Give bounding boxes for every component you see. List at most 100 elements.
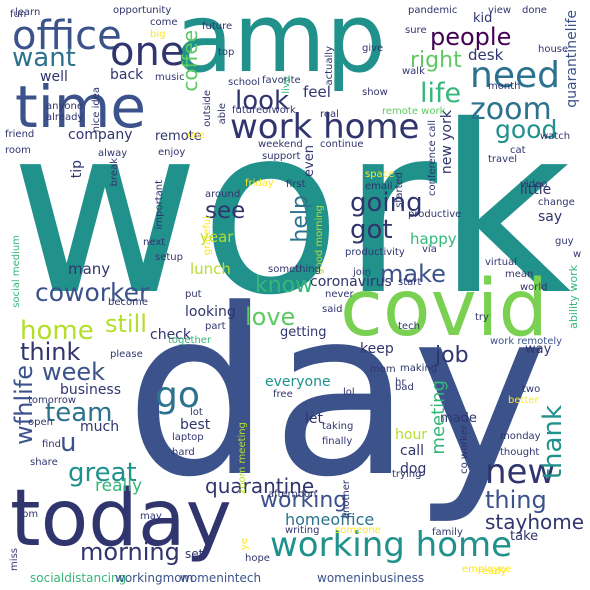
- cloud-word: even: [302, 145, 317, 177]
- cloud-word: let: [305, 411, 323, 427]
- cloud-word: job: [435, 343, 469, 368]
- cloud-word: show: [362, 87, 388, 98]
- cloud-word: friday: [245, 178, 274, 189]
- cloud-word: quarantinelife: [564, 10, 580, 108]
- cloud-word: family: [432, 527, 463, 538]
- cloud-word: done: [522, 5, 547, 16]
- cloud-word: ability work: [567, 265, 580, 329]
- cloud-word: productivity: [345, 247, 405, 258]
- cloud-word: pandemic: [408, 5, 458, 16]
- cloud-word: futureofwork: [232, 105, 296, 116]
- cloud-word: virtual: [485, 257, 517, 268]
- cloud-word: company: [68, 127, 133, 143]
- cloud-word: really: [95, 476, 142, 496]
- cloud-word: two: [522, 384, 541, 395]
- cloud-word: favorite: [262, 75, 301, 86]
- cloud-word: everyone: [265, 374, 331, 390]
- cloud-word: thank: [538, 405, 568, 480]
- cloud-word: never: [325, 289, 354, 300]
- cloud-word: little: [520, 182, 552, 198]
- cloud-word: socialdistancing: [30, 571, 127, 585]
- cloud-word: u: [60, 428, 77, 458]
- cloud-word: office: [12, 13, 122, 59]
- cloud-word: together: [168, 335, 212, 346]
- cloud-word: homeoffice: [285, 510, 375, 529]
- cloud-word: guy: [555, 236, 574, 247]
- cloud-word: opportunity: [113, 5, 172, 16]
- cloud-word: grateful: [202, 216, 213, 256]
- cloud-word: setup: [155, 252, 183, 263]
- cloud-word: part: [205, 321, 226, 332]
- cloud-word: womeninbusiness: [317, 571, 425, 585]
- cloud-word: still: [105, 310, 147, 338]
- cloud-word: social medium: [11, 235, 22, 308]
- cloud-word: walk: [402, 66, 425, 77]
- cloud-word: watch: [540, 131, 571, 142]
- cloud-word: coworker: [35, 278, 150, 307]
- cloud-word: next: [143, 237, 166, 248]
- cloud-word: give: [362, 43, 384, 54]
- cloud-word: quarantine: [205, 474, 315, 498]
- cloud-word: mom: [370, 364, 396, 375]
- cloud-word: better: [508, 395, 539, 406]
- cloud-word: zoom: [470, 92, 552, 127]
- cloud-word: tech: [398, 321, 420, 332]
- cloud-word: world: [520, 282, 548, 293]
- cloud-word: via: [422, 244, 437, 255]
- cloud-word: got: [350, 215, 393, 245]
- cloud-word: covid: [340, 264, 548, 354]
- cloud-word: alway: [98, 148, 128, 159]
- cloud-word: finally: [322, 436, 353, 447]
- cloud-word: email: [365, 181, 393, 192]
- cloud-word: nice idea: [91, 87, 102, 133]
- cloud-word: team: [45, 398, 113, 428]
- cloud-word: find: [42, 439, 61, 450]
- cloud-word: great: [68, 458, 137, 488]
- cloud-word: best: [180, 417, 211, 433]
- cloud-word: hope: [245, 553, 270, 564]
- cloud-word: school: [228, 77, 261, 88]
- cloud-word: home office: [234, 332, 250, 415]
- cloud-word: thing: [485, 486, 547, 514]
- cloud-word: one: [110, 29, 185, 75]
- cloud-word: desk: [468, 46, 504, 64]
- cloud-word: open: [28, 417, 53, 428]
- cloud-word: productive: [408, 209, 462, 220]
- cloud-word: room: [5, 145, 31, 156]
- cloud-word: lunch: [190, 260, 231, 278]
- cloud-word: life: [420, 78, 462, 109]
- cloud-word: trying: [392, 469, 422, 480]
- cloud-word: live: [281, 76, 292, 94]
- cloud-word: cat: [510, 145, 526, 156]
- cloud-word: video: [520, 179, 548, 190]
- cloud-word: help: [288, 195, 313, 243]
- cloud-word: break: [109, 158, 120, 187]
- cloud-word: making: [400, 363, 438, 374]
- cloud-word: keep: [360, 341, 394, 357]
- cloud-word: outside: [202, 90, 213, 127]
- cloud-word: look: [235, 86, 290, 116]
- cloud-word: much: [80, 419, 120, 435]
- cloud-word: enjoy: [158, 147, 186, 158]
- cloud-word: travel: [488, 154, 518, 165]
- cloud-word: learn: [15, 7, 41, 18]
- cloud-word: co worker: [459, 425, 470, 474]
- cloud-word: w: [573, 249, 582, 260]
- cloud-word: stayhome: [485, 510, 585, 534]
- cloud-word: bad: [395, 382, 414, 393]
- cloud-word: workingmom: [115, 571, 194, 585]
- cloud-word: hard: [172, 447, 195, 458]
- cloud-word: miss: [9, 548, 20, 571]
- cloud-word: able: [217, 103, 228, 125]
- cloud-word: feel: [303, 83, 331, 101]
- cloud-word: time: [15, 73, 147, 141]
- cloud-word: hr: [395, 377, 406, 388]
- cloud-word: fun: [10, 9, 27, 20]
- cloud-word: working: [260, 488, 348, 513]
- cloud-word: lol: [343, 387, 355, 398]
- cloud-word: writing: [285, 525, 320, 536]
- cloud-word: tip: [69, 160, 85, 179]
- cloud-word: going: [350, 188, 423, 218]
- cloud-word: make: [380, 260, 446, 288]
- cloud-word: start: [398, 277, 422, 288]
